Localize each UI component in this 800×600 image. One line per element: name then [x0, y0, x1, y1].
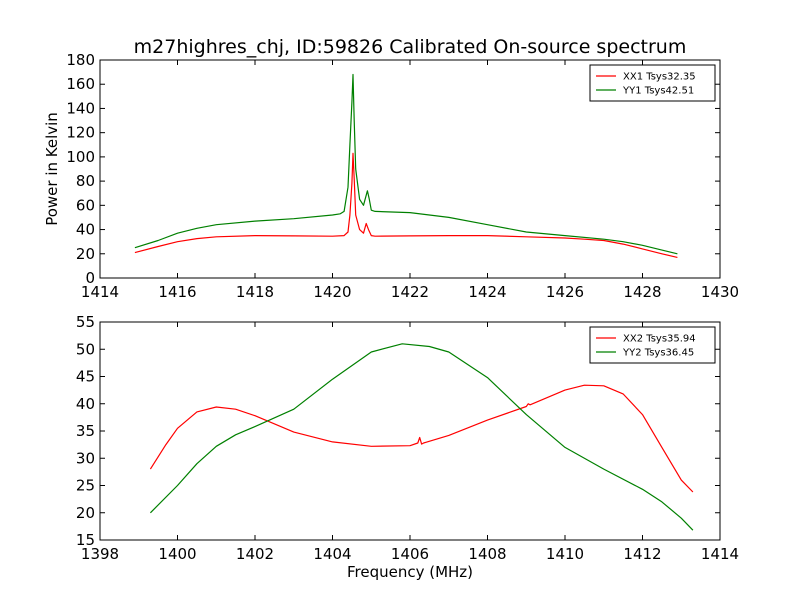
top-y-tick-label: 100: [66, 148, 95, 166]
top-x-tick-label: 1428: [623, 283, 661, 301]
top-x-tick-label: 1416: [158, 283, 196, 301]
bottom-y-tick-label: 25: [76, 477, 95, 495]
bottom-y-tick-label: 55: [76, 313, 95, 331]
bottom-y-tick-label: 35: [76, 422, 95, 440]
bottom-y-tick-label: 30: [76, 449, 95, 467]
bottom-y-tick-label: 20: [76, 504, 95, 522]
top-x-tick-label: 1414: [81, 283, 119, 301]
bottom-x-tick-label: 1412: [623, 545, 661, 563]
bottom-legend-label: YY2 Tsys36.45: [622, 348, 694, 359]
top-series-line-red: [134, 152, 678, 258]
bottom-x-tick-label: 1410: [546, 545, 584, 563]
bottom-legend: XX2 Tsys35.94 YY2 Tsys36.45: [589, 326, 716, 364]
top-x-tick-label: 1430: [701, 283, 739, 301]
bottom-series-line-green: [149, 343, 694, 531]
top-y-tick-label: 180: [66, 51, 95, 69]
bottom-legend-label: XX2 Tsys35.94: [623, 334, 696, 345]
bottom-x-tick-label: 1404: [313, 545, 351, 563]
top-y-tick-label: 80: [76, 172, 95, 190]
top-legend-label: YY1 Tsys42.51: [622, 86, 694, 97]
top-y-tick-label: 60: [76, 196, 95, 214]
top-x-tick-label: 1420: [313, 283, 351, 301]
bottom-legend-box: [589, 326, 716, 364]
top-series-line-green: [134, 73, 678, 255]
bottom-x-tick-label: 1406: [391, 545, 429, 563]
bottom-y-tick-label: 45: [76, 368, 95, 386]
top-y-tick-label: 40: [76, 221, 95, 239]
bottom-x-tick-label: 1398: [81, 545, 119, 563]
bottom-y-tick-label: 40: [76, 395, 95, 413]
top-plot-frame: [99, 59, 721, 279]
top-x-tick-label: 1418: [236, 283, 274, 301]
top-y-tick-label: 20: [76, 245, 95, 263]
figure-title: m27highres_chj, ID:59826 Calibrated On-s…: [134, 36, 687, 58]
top-legend-label: XX1 Tsys32.35: [623, 72, 696, 83]
top-y-tick-label: 0: [85, 269, 95, 287]
bottom-series-line-red: [149, 384, 694, 493]
top-x-tick-label: 1426: [546, 283, 584, 301]
top-x-tick-label: 1424: [468, 283, 506, 301]
top-y-tick-label: 160: [66, 75, 95, 93]
bottom-x-tick-label: 1402: [236, 545, 274, 563]
top-y-tick-label: 140: [66, 99, 95, 117]
bottom-panel: 1398 1400 1402 1404 1406 1408 1410 1412 1414 15 20…: [76, 313, 739, 563]
top-legend-box: [589, 64, 716, 102]
x-axis-label: Frequency (MHz): [347, 563, 473, 581]
bottom-x-tick-label: 1400: [158, 545, 196, 563]
top-y-axis-label: Power in Kelvin: [43, 112, 61, 226]
bottom-y-tick-label: 15: [76, 531, 95, 549]
top-legend: XX1 Tsys32.35 YY1 Tsys42.51: [589, 64, 716, 102]
top-y-tick-label: 120: [66, 124, 95, 142]
bottom-x-tick-label: 1408: [468, 545, 506, 563]
top-x-tick-label: 1422: [391, 283, 429, 301]
bottom-y-tick-label: 50: [76, 340, 95, 358]
bottom-x-tick-label: 1414: [701, 545, 739, 563]
top-panel: 1414 1416 1418 1420 1422 1424 1426 1428 1430 0 20 4…: [43, 51, 739, 301]
bottom-plot-frame: [99, 321, 721, 541]
